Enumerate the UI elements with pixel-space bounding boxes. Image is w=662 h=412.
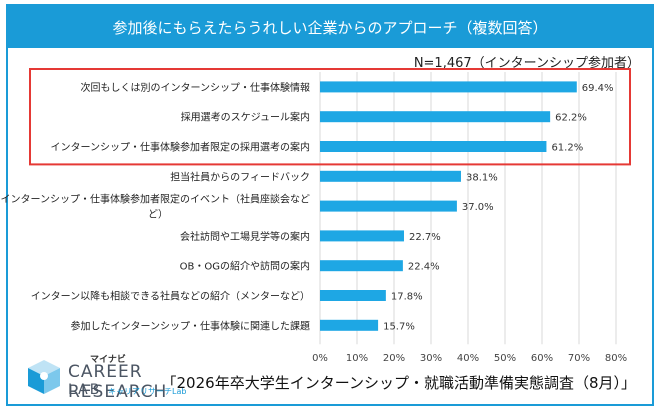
bar: [320, 170, 461, 182]
x-tick-label: 70%: [568, 353, 590, 364]
x-tick-label: 50%: [494, 353, 516, 364]
logo-badge: マイナビ: [90, 355, 126, 365]
logo-line1: CAREER RESEARCH: [68, 362, 168, 402]
bar-value-label: 69.4%: [582, 83, 614, 94]
highlight-box: [29, 68, 631, 166]
bar: [320, 81, 577, 93]
bar: [320, 260, 403, 272]
x-tick-label: 40%: [457, 353, 479, 364]
category-label: 担当社員からのフィードバック: [170, 170, 310, 183]
bar: [320, 200, 457, 212]
bar-value-label: 15.7%: [383, 321, 415, 332]
category-label: 採用選考のスケジュール案内: [181, 111, 310, 124]
category-label: 参加したインターンシップ・仕事体験に関連した課題: [71, 319, 311, 332]
category-label: OB・OGの紹介や訪問の案内: [180, 260, 310, 273]
category-label: 次回もしくは別のインターンシップ・仕事体験情報: [81, 81, 311, 94]
outer-frame: [6, 4, 654, 406]
category-label: ど）: [148, 209, 168, 221]
career-research-lab-logo: マイナビ CAREER RESEARCH LAB キャリアリサーチLab: [24, 352, 224, 402]
x-tick-label: 60%: [531, 353, 553, 364]
logo-line2: LAB: [68, 382, 102, 398]
bar: [320, 141, 547, 152]
bar: [320, 111, 551, 123]
category-label: インターン以降も相談できる社員などの紹介（メンターなど）: [31, 290, 310, 303]
category-label: インターンシップ・仕事体験参加者限定のイベント（社員座談会など: [1, 193, 311, 206]
x-tick-label: 30%: [420, 353, 442, 364]
x-tick-label: 20%: [383, 353, 405, 364]
chart-title: 参加後にもらえたらうれしい企業からのアプローチ（複数回答）: [8, 6, 652, 48]
x-tick-label: 80%: [605, 353, 627, 364]
bar-value-label: 22.4%: [408, 262, 440, 273]
sample-size-note: N=1,467（インターンシップ参加者）: [413, 56, 640, 71]
logo-sub: キャリアリサーチLab: [108, 387, 187, 396]
bar: [320, 230, 404, 242]
bar-value-label: 62.2%: [555, 113, 587, 124]
category-label: インターンシップ・仕事体験参加者限定の採用選考の案内: [51, 141, 311, 154]
cube-logo-icon: [28, 360, 60, 394]
bar: [320, 319, 379, 331]
bar-value-label: 38.1%: [466, 172, 498, 183]
bar-value-label: 22.7%: [409, 232, 441, 243]
bar: [320, 290, 386, 301]
bar-value-label: 37.0%: [462, 202, 494, 213]
x-tick-label: 10%: [346, 353, 368, 364]
category-label: 会社訪問や工場見学等の案内: [180, 230, 310, 243]
source-caption: 「2026年卒大学生インターンシップ・就職活動準備実態調査（8月）」: [161, 374, 636, 392]
x-tick-label: 0%: [312, 353, 328, 364]
bar-value-label: 61.2%: [551, 143, 583, 154]
bar-value-label: 17.8%: [391, 292, 423, 303]
